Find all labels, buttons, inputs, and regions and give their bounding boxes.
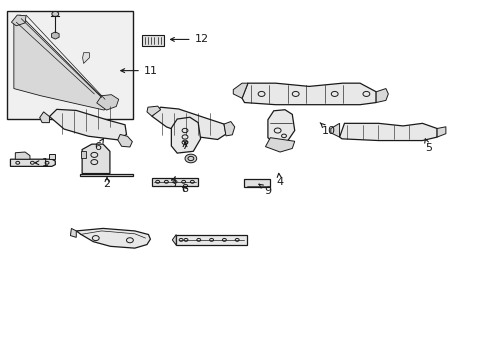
Text: 4: 4 <box>276 173 283 187</box>
Polygon shape <box>243 179 270 187</box>
Polygon shape <box>436 127 445 137</box>
Polygon shape <box>97 95 119 110</box>
Polygon shape <box>118 134 132 147</box>
Polygon shape <box>82 144 110 174</box>
Bar <box>6 12 133 119</box>
Polygon shape <box>152 178 198 186</box>
Polygon shape <box>11 15 26 26</box>
Polygon shape <box>172 234 176 245</box>
Polygon shape <box>40 112 49 123</box>
Polygon shape <box>339 123 436 140</box>
Polygon shape <box>51 32 59 39</box>
Text: 9: 9 <box>259 184 271 196</box>
Polygon shape <box>142 36 163 45</box>
Polygon shape <box>176 234 246 245</box>
Text: 7: 7 <box>181 141 188 151</box>
Polygon shape <box>14 15 109 110</box>
Text: 11: 11 <box>121 66 158 76</box>
Text: 8: 8 <box>181 184 188 194</box>
Circle shape <box>52 12 59 17</box>
Polygon shape <box>330 123 339 137</box>
Polygon shape <box>49 154 55 159</box>
Polygon shape <box>224 122 234 136</box>
Text: 2: 2 <box>103 176 110 189</box>
Text: 10: 10 <box>320 123 335 135</box>
Polygon shape <box>80 174 133 176</box>
Polygon shape <box>70 228 76 237</box>
Polygon shape <box>265 138 294 152</box>
Polygon shape <box>233 83 247 98</box>
Circle shape <box>184 154 196 163</box>
Text: 5: 5 <box>424 139 431 153</box>
Polygon shape <box>267 110 294 143</box>
Polygon shape <box>10 159 55 166</box>
Text: 6: 6 <box>95 139 103 152</box>
Polygon shape <box>375 89 387 103</box>
Text: 12: 12 <box>170 35 208 44</box>
Polygon shape <box>15 152 30 159</box>
Polygon shape <box>76 228 150 248</box>
Polygon shape <box>242 83 375 105</box>
Text: 3: 3 <box>168 176 176 189</box>
Polygon shape <box>171 117 200 153</box>
Polygon shape <box>152 107 225 139</box>
Polygon shape <box>147 106 160 116</box>
Polygon shape <box>82 53 89 63</box>
Polygon shape <box>49 109 126 140</box>
Polygon shape <box>81 150 85 158</box>
Text: 1: 1 <box>35 158 49 168</box>
